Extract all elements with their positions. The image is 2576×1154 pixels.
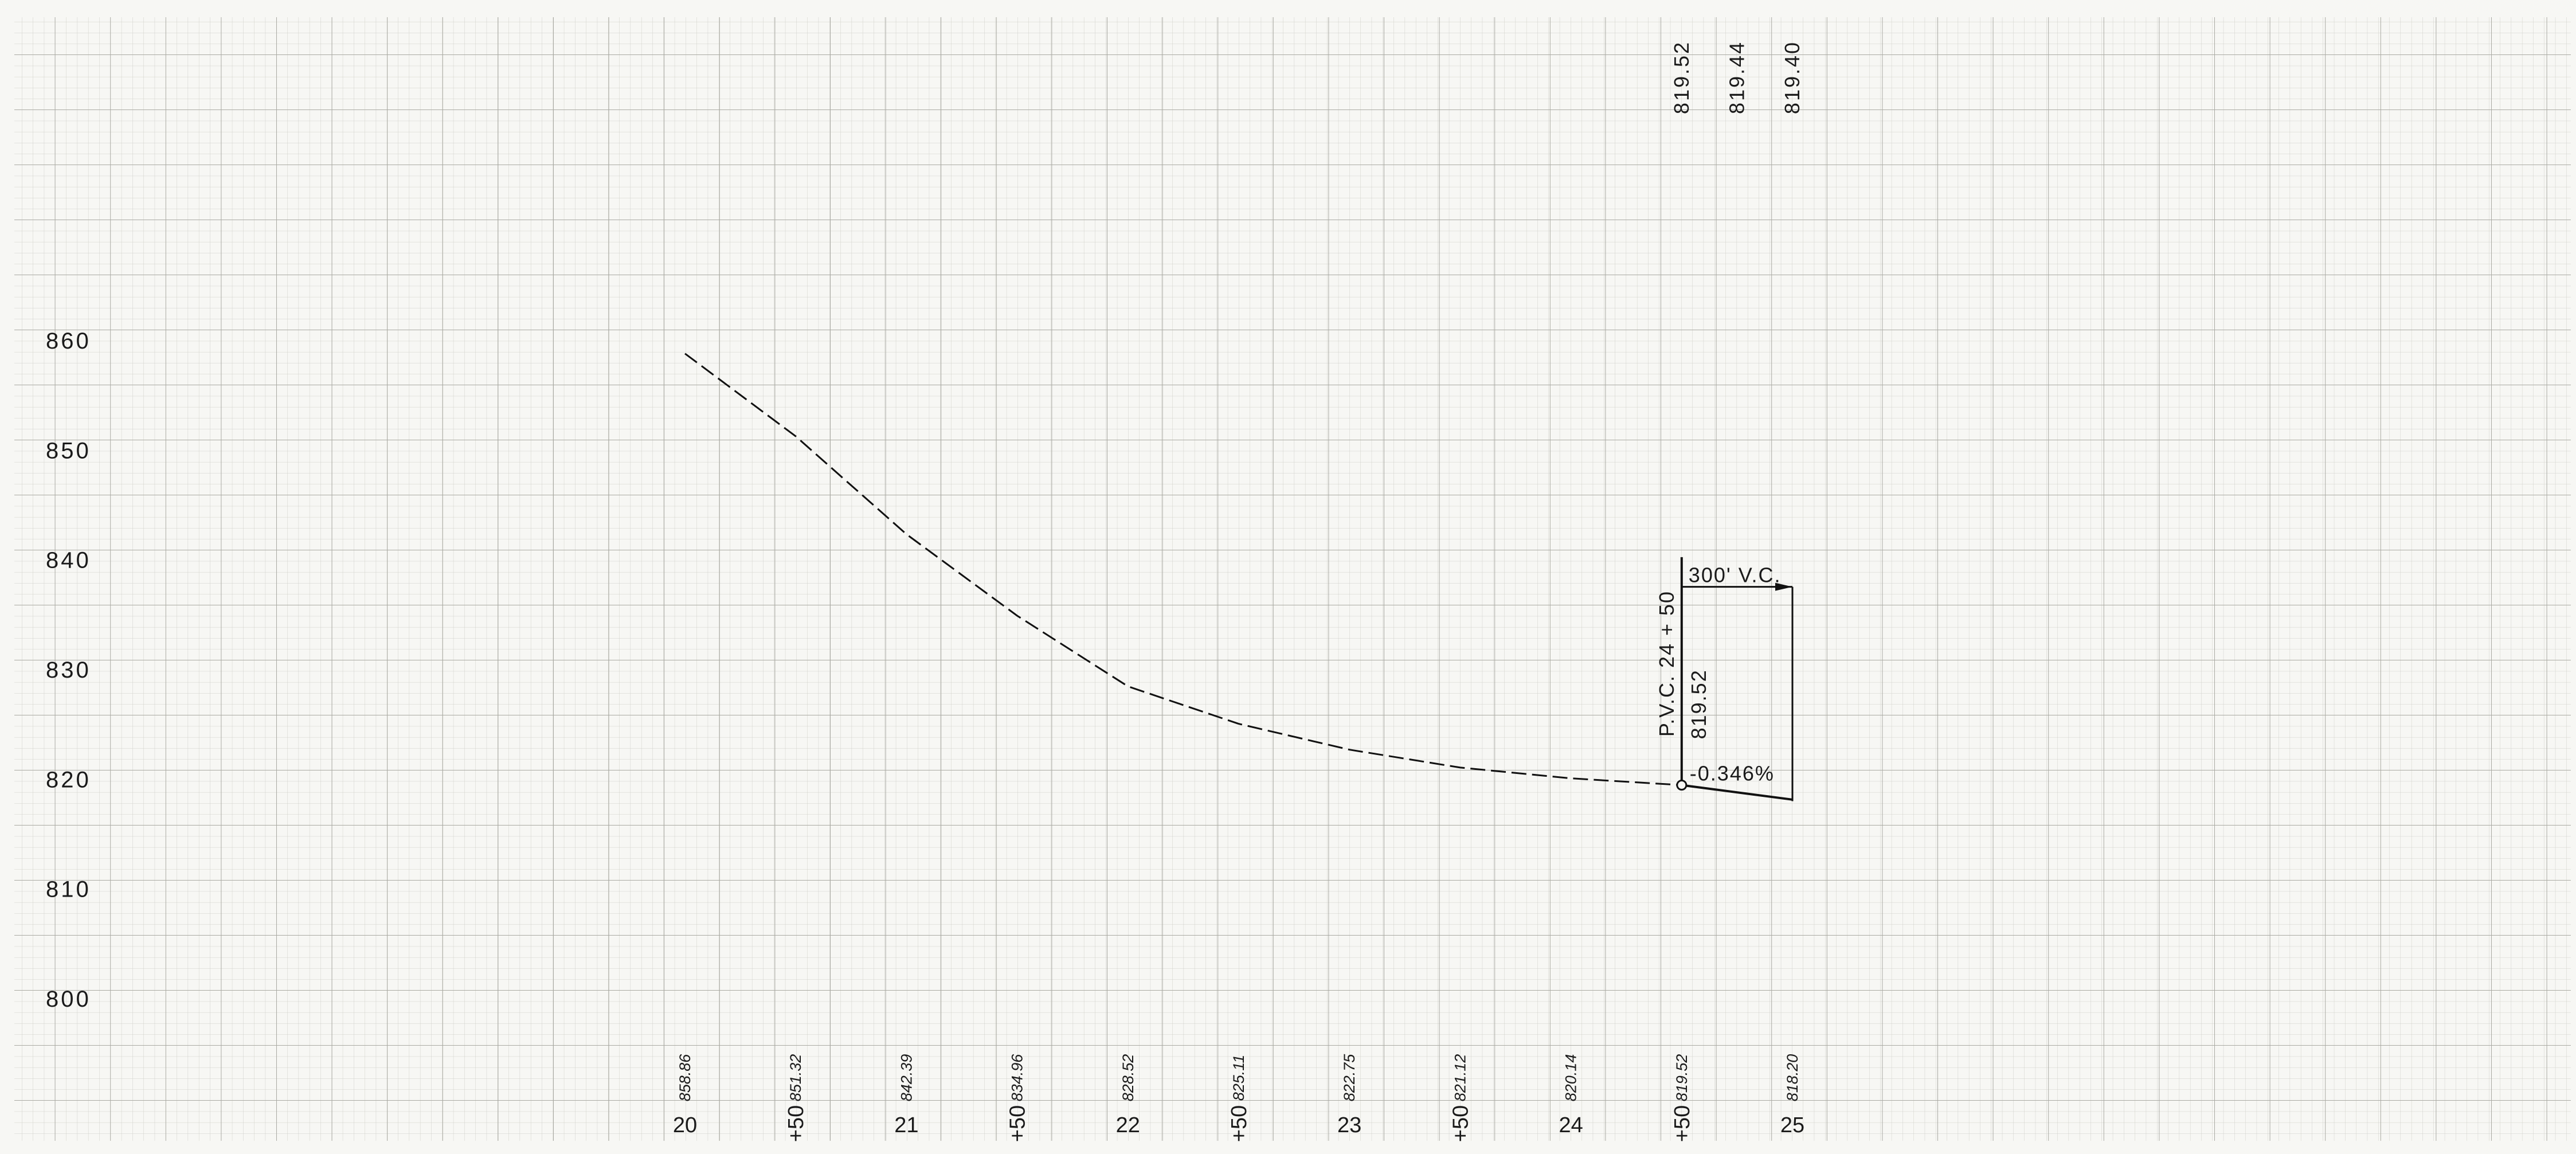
y-axis-ticks: 860 850 840 830 820 810 800 bbox=[46, 328, 91, 1012]
y-tick-label: 800 bbox=[46, 987, 91, 1012]
grade-elevations: 819.52 819.44 819.40 bbox=[1670, 41, 1804, 114]
y-tick-label: 860 bbox=[46, 328, 91, 354]
ground-elevation-label: 828.52 bbox=[1119, 1054, 1137, 1102]
ground-elevation-label: 834.96 bbox=[1009, 1054, 1026, 1102]
ground-elevation-label: 818.20 bbox=[1784, 1054, 1801, 1102]
ground-elevations: 858.86 851.32 842.39 834.96 828.52 825.11 822.… bbox=[676, 1054, 1801, 1102]
ground-elevation-label: 819.52 bbox=[1673, 1054, 1690, 1102]
ground-elevation-label: 820.14 bbox=[1563, 1054, 1580, 1102]
y-tick-label: 830 bbox=[46, 658, 91, 683]
x-tick-label: +50 bbox=[784, 1105, 808, 1142]
grade-elevation-label: 819.40 bbox=[1780, 41, 1804, 114]
ground-elevation-label: 825.11 bbox=[1230, 1055, 1247, 1101]
x-tick-label: +50 bbox=[1670, 1105, 1694, 1142]
x-tick-label: +50 bbox=[1448, 1105, 1473, 1142]
ground-profile-line bbox=[684, 353, 1682, 786]
grade-line bbox=[1681, 784, 1793, 801]
x-tick-label: 25 bbox=[1780, 1113, 1804, 1137]
vertical-curve-label: 300' V.C. bbox=[1689, 564, 1782, 587]
y-tick-label: 810 bbox=[46, 877, 91, 902]
ground-elevation-label: 858.86 bbox=[676, 1054, 694, 1102]
grade-elevation-label: 819.44 bbox=[1725, 41, 1748, 114]
y-tick-label: 820 bbox=[46, 767, 91, 792]
ground-elevation-label: 851.32 bbox=[787, 1054, 804, 1102]
x-tick-label: 20 bbox=[673, 1113, 697, 1137]
x-tick-label: 22 bbox=[1116, 1113, 1140, 1137]
grade-label: -0.346% bbox=[1690, 762, 1775, 785]
x-tick-label: 23 bbox=[1337, 1113, 1361, 1137]
y-tick-label: 850 bbox=[46, 438, 91, 463]
ground-elevation-label: 822.75 bbox=[1341, 1054, 1358, 1102]
ground-elevation-label: 821.12 bbox=[1451, 1054, 1469, 1102]
x-axis-ticks: 20 +50 21 +50 22 +50 23 +50 24 +50 25 bbox=[673, 1105, 1804, 1142]
x-tick-label: 24 bbox=[1559, 1113, 1583, 1137]
pvc-elevation-label: 819.52 bbox=[1687, 669, 1710, 739]
x-tick-label: +50 bbox=[1006, 1105, 1030, 1142]
x-tick-label: +50 bbox=[1227, 1105, 1251, 1142]
ground-elevation-label: 842.39 bbox=[898, 1054, 915, 1102]
x-tick-label: 21 bbox=[894, 1113, 918, 1137]
vertical-curve-arrowhead bbox=[1775, 582, 1792, 591]
grade-elevation-label: 819.52 bbox=[1670, 41, 1693, 114]
pvc-annotation: P.V.C. 24 + 50 819.52 300' V.C. -0.346% bbox=[1655, 557, 1794, 801]
pvc-station-label: P.V.C. 24 + 50 bbox=[1655, 590, 1678, 737]
grid-major bbox=[14, 17, 2571, 1141]
y-tick-label: 840 bbox=[46, 548, 91, 573]
pvc-point bbox=[1676, 780, 1688, 791]
profile-series bbox=[684, 353, 1793, 801]
